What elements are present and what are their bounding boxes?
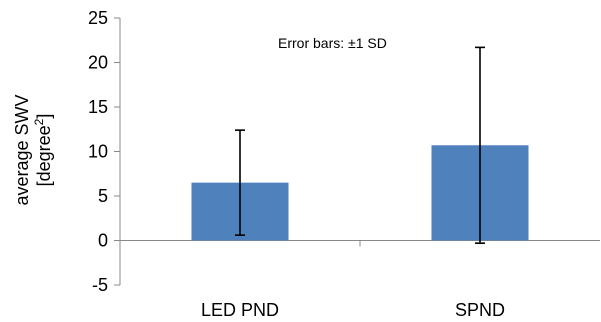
y-tick-label: 20	[88, 53, 108, 73]
y-axis-title-line2: [degree2]	[32, 114, 54, 187]
y-tick-label: 10	[88, 142, 108, 162]
y-tick-label: -5	[92, 275, 108, 295]
y-axis-title: average SWV [degree2]	[12, 94, 54, 205]
y-tick-label: 25	[88, 8, 108, 28]
error-bar-led-pnd	[235, 129, 245, 236]
x-category-label: LED PND	[201, 300, 279, 320]
category-labels: LED PND SPND	[201, 300, 505, 320]
bars	[191, 145, 529, 247]
y-tick-label: 15	[88, 97, 108, 117]
error-bar-annotation: Error bars: ±1 SD	[278, 35, 387, 51]
y-axis-title-line1: average SWV	[12, 94, 32, 205]
x-category-label: SPND	[455, 300, 505, 320]
y-ticks: 25 20 15 10 5 0 -5	[88, 8, 120, 295]
error-bars	[235, 46, 485, 244]
error-bar-spnd	[475, 46, 485, 244]
y-tick-label: 0	[98, 231, 108, 251]
y-tick-label: 5	[98, 186, 108, 206]
